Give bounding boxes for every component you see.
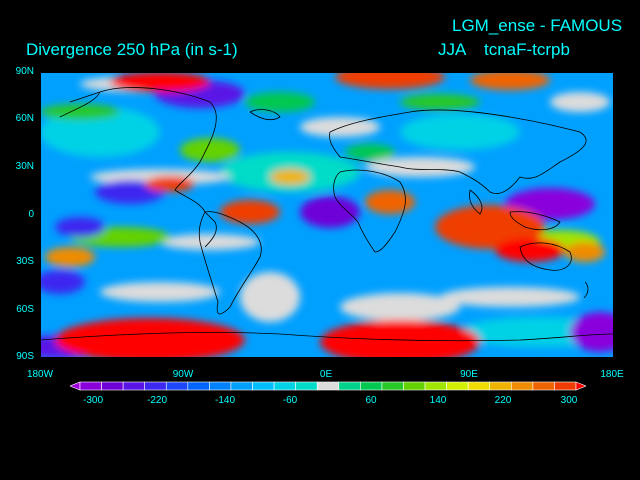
colorbar-swatch xyxy=(165,381,189,391)
variable-title: Divergence 250 hPa (in s-1) xyxy=(26,40,238,59)
colorbar-swatch xyxy=(316,381,340,391)
lat-label-30n: 30N xyxy=(15,161,34,172)
colorbar-swatch xyxy=(187,381,210,391)
colorbar-swatch xyxy=(532,381,555,391)
colorbar-swatch xyxy=(338,381,361,391)
colorbar-swatch xyxy=(122,381,145,391)
experiment-label: tcnaF-tcrpb xyxy=(484,40,570,59)
colorbar-swatch xyxy=(209,381,232,391)
lat-label-30s: 30S xyxy=(16,256,34,267)
lat-label-90s: 90S xyxy=(16,351,34,362)
colorbar-swatch xyxy=(144,381,167,391)
colorbar-swatch xyxy=(424,381,447,391)
colorbar-swatch xyxy=(554,381,577,391)
colorbar-swatch xyxy=(446,381,469,391)
colorbar-swatch xyxy=(467,381,491,391)
colorbar-tick--220: -220 xyxy=(146,395,168,406)
lat-label-90n: 90N xyxy=(15,66,34,77)
colorbar-swatch xyxy=(511,381,534,391)
colorbar-swatch xyxy=(489,381,512,391)
colorbar-tick-60: 60 xyxy=(365,395,377,406)
colorbar-swatch xyxy=(403,381,426,391)
contour-field xyxy=(40,72,614,358)
colorbar-swatch xyxy=(70,381,81,391)
lat-label-60s: 60S xyxy=(16,304,34,315)
colorbar-swatch xyxy=(295,381,318,391)
lat-label-0: 0 xyxy=(28,209,34,220)
lon-label-90w: 90W xyxy=(172,369,194,380)
coastlines xyxy=(40,87,614,342)
season-label: JJA xyxy=(438,40,467,59)
divergence-map xyxy=(40,72,614,358)
colorbar-swatch xyxy=(381,381,404,391)
colorbar-tick--140: -140 xyxy=(214,395,236,406)
colorbar-swatch xyxy=(230,381,253,391)
colorbar-tick-140: 140 xyxy=(429,395,447,406)
colorbar-swatch xyxy=(101,381,124,391)
colorbar-tick-300: 300 xyxy=(560,395,578,406)
lon-label-180w: 180W xyxy=(26,369,54,380)
colorbar xyxy=(70,381,586,391)
lon-label-90e: 90E xyxy=(460,369,478,380)
colorbar-swatch xyxy=(252,381,275,391)
lat-label-60n: 60N xyxy=(15,113,34,124)
colorbar-swatch xyxy=(360,381,383,391)
model-title: LGM_ense - FAMOUS xyxy=(452,16,623,35)
lon-label-0e: 0E xyxy=(319,369,333,380)
colorbar-swatch xyxy=(273,381,296,391)
colorbar-tick--300: -300 xyxy=(82,395,104,406)
lon-label-180e: 180E xyxy=(600,369,624,380)
colorbar-swatch xyxy=(79,381,102,391)
colorbar-swatch xyxy=(575,381,586,391)
colorbar-tick--60: -60 xyxy=(282,395,298,406)
colorbar-tick-220: 220 xyxy=(494,395,512,406)
